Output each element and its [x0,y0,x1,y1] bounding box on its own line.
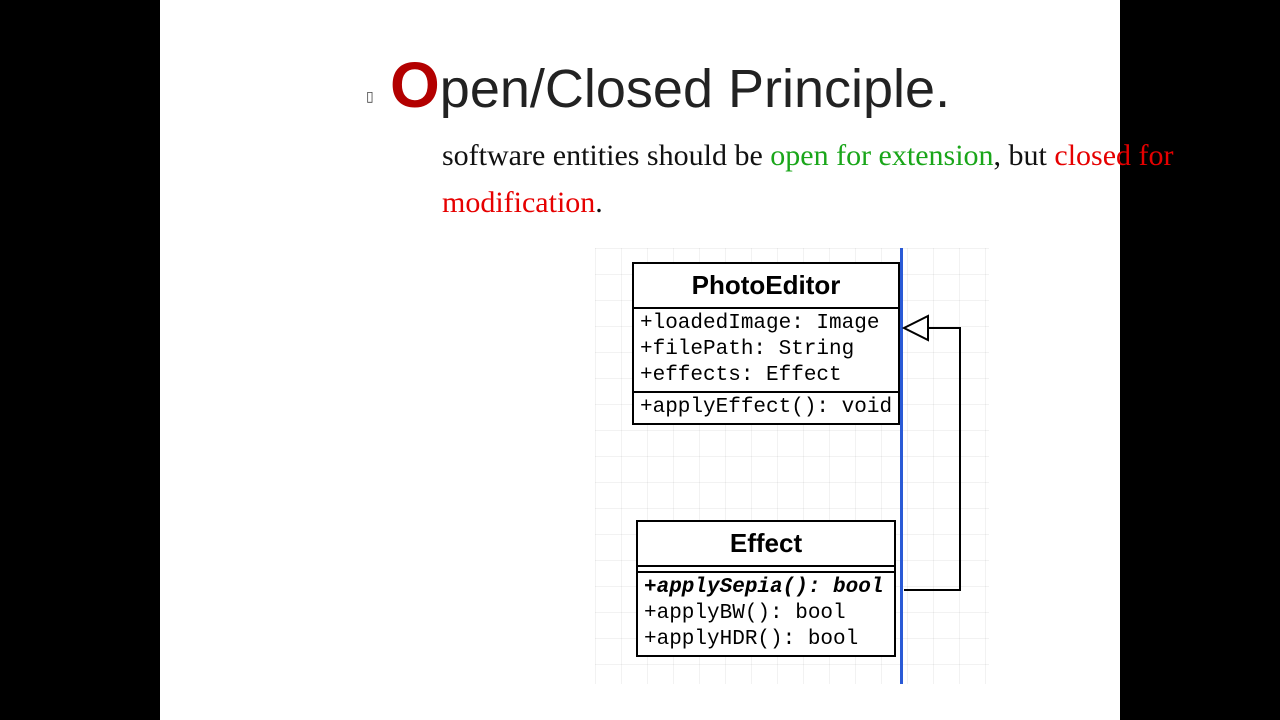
uml-op: +applyEffect(): void [640,395,892,421]
uml-op: +applyBW(): bool [644,601,888,627]
association-line [900,300,980,600]
uml-op: +applySepia(): bool [644,575,888,601]
uml-class-effect: Effect +applySepia(): bool+applyBW(): boo… [636,520,896,657]
uml-class-title: Effect [638,522,894,567]
slide: ▯ Open/Closed Principle. software entiti… [160,0,1120,720]
uml-attr: +loadedImage: Image [640,311,892,337]
uml-op: +applyHDR(): bool [644,627,888,653]
uml-attr: +effects: Effect [640,363,892,389]
uml-attr: +filePath: String [640,337,892,363]
uml-class-ops: +applyEffect(): void [634,393,898,423]
uml-diagram: PhotoEditor+loadedImage: Image+filePath:… [160,0,1120,720]
uml-class-ops: +applySepia(): bool+applyBW(): bool+appl… [638,573,894,655]
uml-class-attrs: +loadedImage: Image+filePath: String+eff… [634,309,898,393]
uml-class-photoeditor: PhotoEditor+loadedImage: Image+filePath:… [632,262,900,425]
uml-class-title: PhotoEditor [634,264,898,309]
